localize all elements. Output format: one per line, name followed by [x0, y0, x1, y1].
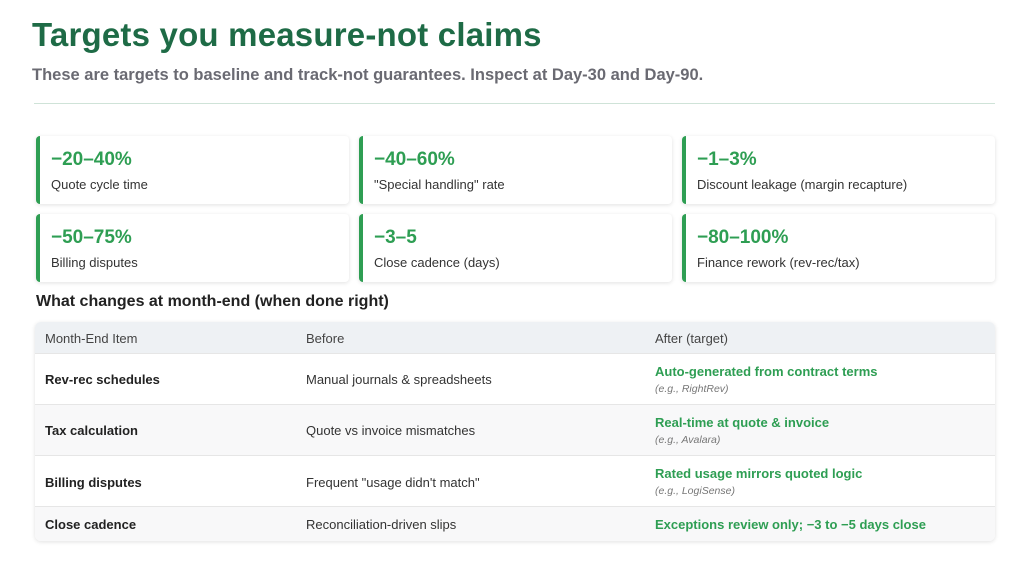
card-value: −1–3%	[697, 149, 757, 170]
table-row: Tax calculation Quote vs invoice mismatc…	[35, 404, 995, 455]
card-label: Quote cycle time	[51, 177, 148, 192]
row-after: Rated usage mirrors quoted logic (e.g., …	[655, 466, 862, 497]
card-value: −40–60%	[374, 149, 455, 170]
target-card-close-cadence: −3–5 Close cadence (days)	[359, 214, 672, 282]
card-label: Finance rework (rev-rec/tax)	[697, 255, 860, 270]
row-before: Quote vs invoice mismatches	[306, 423, 476, 438]
card-value: −3–5	[374, 227, 417, 248]
row-item: Close cadence	[45, 517, 137, 532]
page-subtitle: These are targets to baseline and track-…	[32, 66, 704, 84]
section-title: What changes at month-end (when done rig…	[36, 293, 389, 310]
card-label: Discount leakage (margin recapture)	[697, 177, 908, 192]
row-after-target: Real-time at quote & invoice	[655, 415, 830, 430]
target-card-quote-cycle: −20–40% Quote cycle time	[36, 136, 349, 204]
target-card-discount-leakage: −1–3% Discount leakage (margin recapture…	[682, 136, 995, 204]
column-header-after: After (target)	[655, 331, 728, 346]
target-card-billing-disputes: −50–75% Billing disputes	[36, 214, 349, 282]
month-end-table: Month-End Item Before After (target) Rev…	[35, 322, 995, 541]
row-after-target: Exceptions review only; −3 to −5 days cl…	[655, 517, 926, 532]
row-after-example: (e.g., LogiSense)	[655, 485, 735, 497]
row-after: Real-time at quote & invoice (e.g., Aval…	[655, 415, 829, 446]
card-value: −80–100%	[697, 227, 789, 248]
row-item: Tax calculation	[45, 423, 138, 438]
page-title: Targets you measure-not claims	[32, 16, 542, 53]
row-after: Exceptions review only; −3 to −5 days cl…	[655, 517, 926, 532]
row-after: Auto-generated from contract terms (e.g.…	[655, 364, 877, 395]
row-before: Manual journals & spreadsheets	[306, 372, 492, 387]
column-header-item: Month-End Item	[45, 331, 138, 346]
card-value: −50–75%	[51, 227, 132, 248]
target-card-special-handling: −40–60% "Special handling" rate	[359, 136, 672, 204]
divider	[34, 103, 995, 104]
target-card-finance-rework: −80–100% Finance rework (rev-rec/tax)	[682, 214, 995, 282]
row-before: Frequent "usage didn't match"	[306, 475, 480, 490]
card-label: Close cadence (days)	[374, 255, 500, 270]
card-label: Billing disputes	[51, 255, 138, 270]
card-value: −20–40%	[51, 149, 132, 170]
row-after-target: Auto-generated from contract terms	[655, 364, 878, 379]
table-row: Billing disputes Frequent "usage didn't …	[35, 455, 995, 506]
row-after-example: (e.g., RightRev)	[655, 383, 729, 395]
column-header-before: Before	[306, 331, 345, 346]
row-after-target: Rated usage mirrors quoted logic	[655, 466, 863, 481]
row-after-example: (e.g., Avalara)	[655, 434, 721, 446]
table-row: Close cadence Reconciliation-driven slip…	[35, 506, 995, 541]
row-item: Rev-rec schedules	[45, 372, 160, 387]
row-item: Billing disputes	[45, 475, 142, 490]
table-header-row: Month-End Item Before After (target)	[35, 322, 995, 353]
card-label: "Special handling" rate	[374, 177, 505, 192]
row-before: Reconciliation-driven slips	[306, 517, 457, 532]
table-row: Rev-rec schedules Manual journals & spre…	[35, 353, 995, 404]
